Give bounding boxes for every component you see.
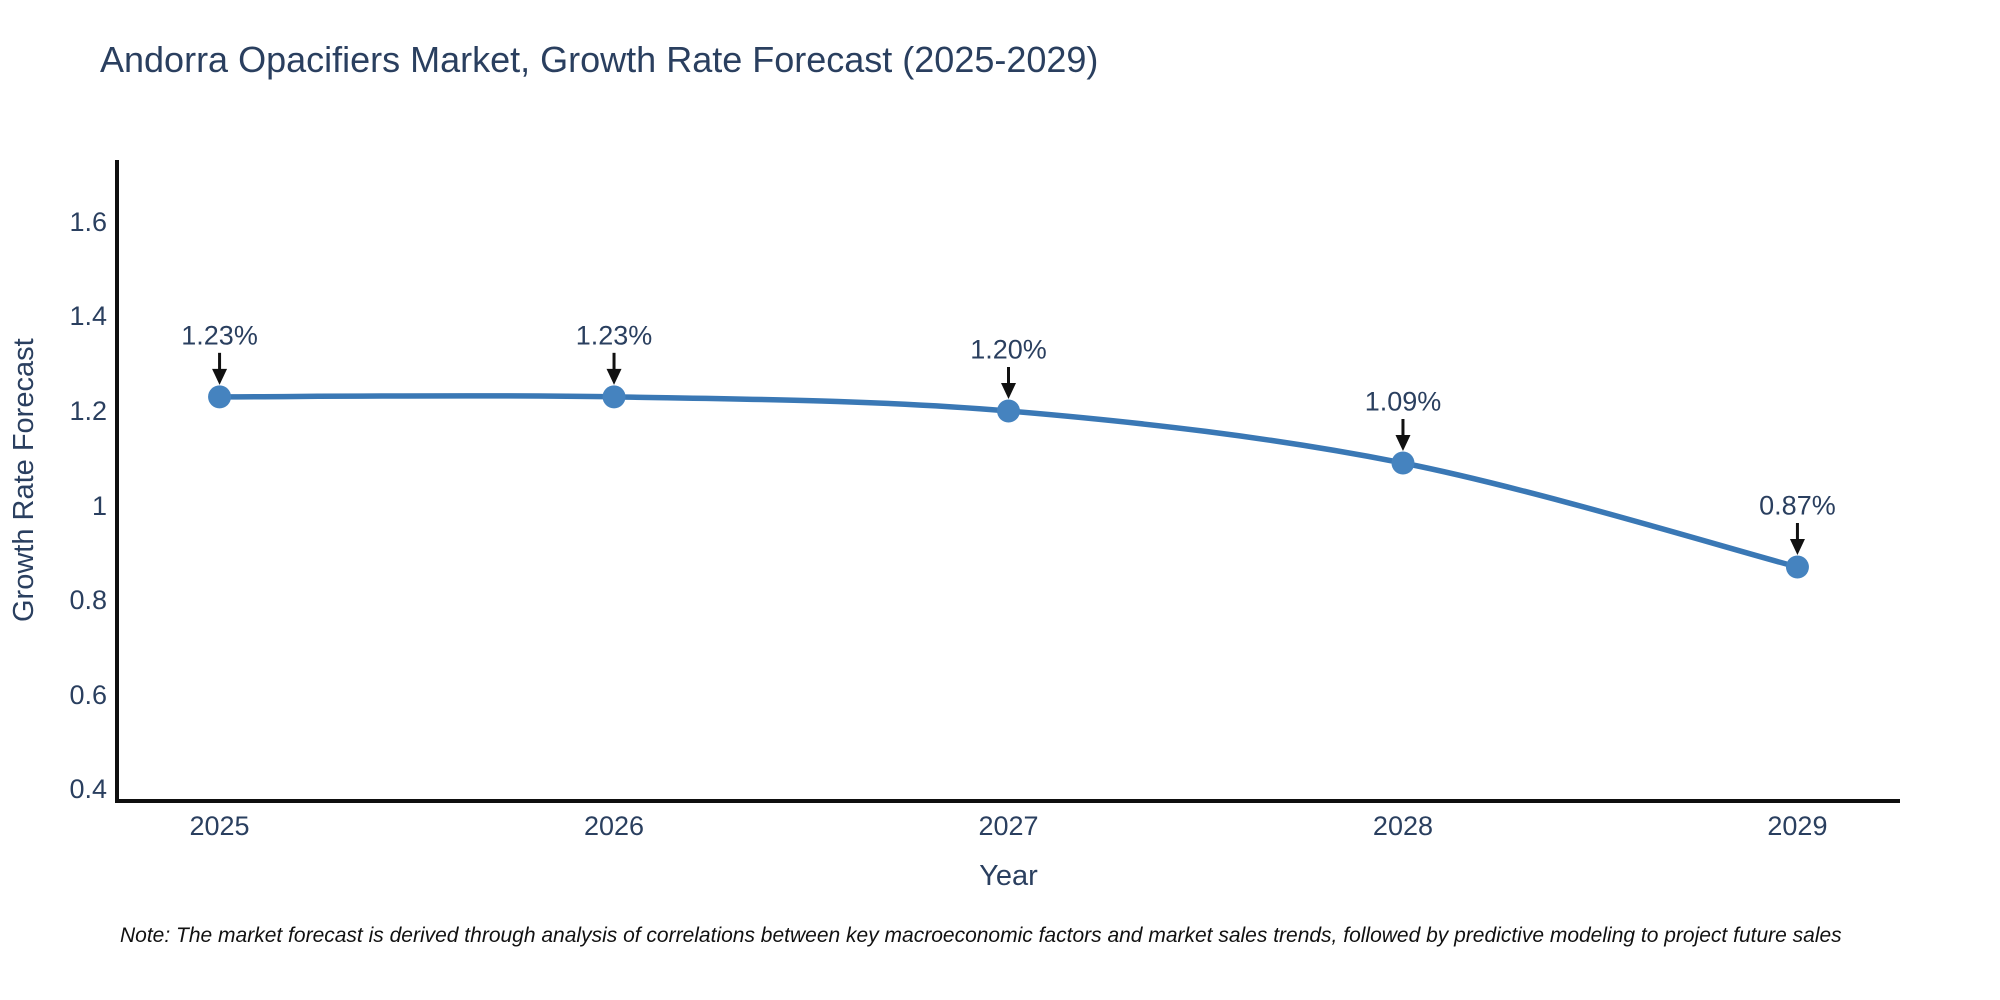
annotation-arrow-head	[1001, 383, 1016, 400]
x-axis-title: Year	[979, 860, 1038, 892]
annotation-arrow-head	[606, 368, 622, 385]
x-tick-label: 2025	[189, 811, 250, 841]
footnote: Note: The market forecast is derived thr…	[120, 924, 1842, 947]
point-annotation: 1.23%	[181, 320, 258, 351]
point-annotation: 1.20%	[970, 334, 1047, 365]
x-tick-label: 2028	[1372, 811, 1434, 841]
data-point-marker	[997, 399, 1020, 423]
y-tick-label: 0.4	[69, 774, 107, 805]
x-tick-label: 2026	[583, 811, 645, 841]
data-point-marker	[208, 385, 232, 409]
annotation-arrow-head	[1789, 539, 1805, 556]
y-tick-label: 0.8	[69, 585, 107, 616]
y-tick-label: 0.6	[69, 679, 107, 710]
annotation-arrow-head	[1395, 435, 1411, 452]
y-tick-label: 1	[91, 490, 107, 521]
x-tick-label: 2027	[978, 811, 1039, 841]
point-annotation: 1.09%	[1364, 386, 1442, 417]
x-tick-label: 2029	[1767, 811, 1828, 841]
data-point-marker	[1391, 451, 1415, 475]
point-annotation: 1.23%	[575, 320, 653, 351]
y-tick-label: 1.4	[69, 301, 107, 332]
y-tick-label: 1.2	[69, 396, 107, 426]
chart-title: Andorra Opacifiers Market, Growth Rate F…	[100, 39, 1099, 80]
data-point-marker	[1785, 555, 1809, 579]
annotation-arrow-head	[212, 368, 228, 385]
data-point-marker	[602, 385, 626, 409]
point-annotation: 0.87%	[1759, 490, 1836, 521]
y-tick-label: 1.6	[69, 206, 107, 237]
